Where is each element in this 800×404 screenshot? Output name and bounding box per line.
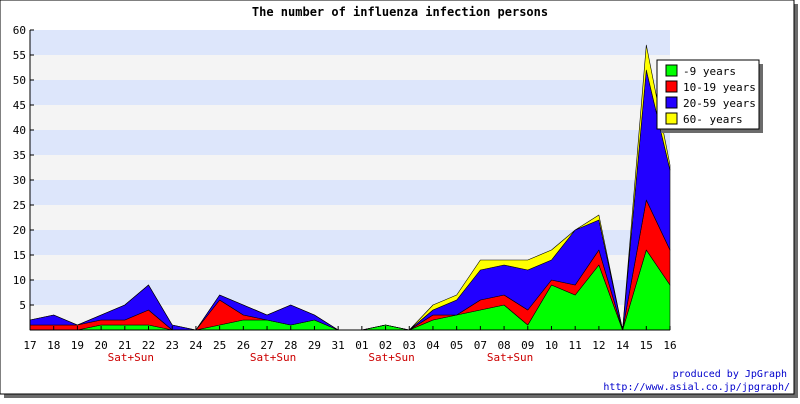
x-tick-label: 27 [260,339,273,352]
x-tick-label: 19 [71,339,84,352]
grid-band [30,55,670,80]
x-tick-label: 25 [213,339,226,352]
area-series [29,44,671,331]
x-tick-label: 12 [592,339,605,352]
weekend-label: Sat+Sun [250,351,296,364]
x-tick-label: 07 [474,339,487,352]
x-tick-label: 20 [94,339,107,352]
x-tick-label: 09 [521,339,534,352]
y-tick-label: 55 [13,49,26,62]
x-tick-label: 02 [379,339,392,352]
y-tick-label: 60 [13,24,26,37]
legend-swatch [665,80,678,93]
y-tick-label: 35 [13,149,26,162]
legend-swatch [665,112,678,125]
area-series-4 [29,44,671,331]
x-tick-label: 04 [426,339,440,352]
x-tick-label: 22 [142,339,155,352]
legend-label: -9 years [683,65,736,78]
x-tick-label: 08 [497,339,510,352]
grid-band [30,105,670,130]
credit-line-2: http://www.asial.co.jp/jpgraph/ [603,382,790,393]
x-tick-label: 16 [663,339,676,352]
x-tick-label: 17 [23,339,36,352]
chart-title: The number of influenza infection person… [252,5,548,19]
y-tick-label: 45 [13,99,26,112]
x-tick-label: 26 [237,339,250,352]
grid-band [30,80,670,105]
x-tick-label: 18 [47,339,60,352]
grid-band [30,130,670,155]
x-tick-label: 24 [189,339,203,352]
legend-label: 20-59 years [683,97,756,110]
weekend-label: Sat+Sun [368,351,414,364]
x-tick-label: 14 [616,339,630,352]
y-tick-label: 20 [13,224,26,237]
legend: -9 years 10-19 years 20-59 years 60- years [656,59,763,133]
legend-swatch [665,96,678,109]
y-tick-label: 5 [19,299,26,312]
y-tick-label: 40 [13,124,26,137]
legend-label: 10-19 years [683,81,756,94]
x-tick-label: 03 [403,339,416,352]
x-tick-label: 29 [308,339,321,352]
weekend-label: Sat+Sun [487,351,533,364]
weekend-label: Sat+Sun [108,351,154,364]
y-tick-label: 25 [13,199,26,212]
x-tick-label: 28 [284,339,297,352]
x-tick-label: 01 [355,339,368,352]
grid-band [30,180,670,205]
grid-band [30,155,670,180]
x-tick-label: 21 [118,339,131,352]
x-tick-label: 15 [640,339,653,352]
y-tick-label: 50 [13,74,26,87]
y-tick-label: 15 [13,249,26,262]
grid-band [30,205,670,230]
legend-label: 60- years [683,113,743,126]
legend-swatch [665,64,678,77]
grid-band [30,30,670,55]
x-tick-label: 05 [450,339,463,352]
y-tick-label: 10 [13,274,26,287]
x-tick-label: 31 [332,339,345,352]
x-tick-label: 23 [166,339,179,352]
y-tick-label: 30 [13,174,26,187]
y-axis-ticks: 5 10 15 20 25 30 35 40 45 50 55 60 [13,24,34,331]
credit-line-1: produced by JpGraph [673,369,787,380]
x-tick-label: 10 [545,339,558,352]
x-tick-label: 11 [569,339,582,352]
